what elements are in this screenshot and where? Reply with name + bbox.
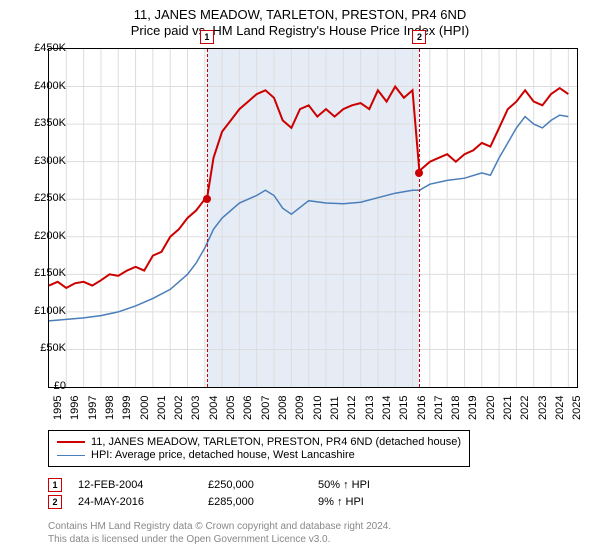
y-tick-label: £50K xyxy=(40,342,66,354)
title-line-2: Price paid vs. HM Land Registry's House … xyxy=(0,23,600,38)
x-tick-label: 2011 xyxy=(329,396,341,420)
event-delta: 50% ↑ HPI xyxy=(318,479,370,491)
y-tick-label: £100K xyxy=(34,305,66,317)
x-tick-label: 2010 xyxy=(312,396,324,420)
x-tick-label: 1995 xyxy=(52,396,64,420)
title-line-1: 11, JANES MEADOW, TARLETON, PRESTON, PR4… xyxy=(0,7,600,22)
title-block: 11, JANES MEADOW, TARLETON, PRESTON, PR4… xyxy=(0,0,600,38)
legend-box: 11, JANES MEADOW, TARLETON, PRESTON, PR4… xyxy=(48,430,470,467)
legend-swatch xyxy=(57,455,85,456)
marker-dot-1 xyxy=(203,195,211,203)
x-tick-label: 2022 xyxy=(519,396,531,420)
x-tick-label: 2013 xyxy=(364,396,376,420)
chart-area xyxy=(48,48,578,388)
marker-line-2 xyxy=(419,49,420,387)
x-tick-label: 2014 xyxy=(381,396,393,420)
x-tick-label: 2000 xyxy=(139,396,151,420)
x-tick-label: 2006 xyxy=(242,396,254,420)
x-tick-label: 2002 xyxy=(173,396,185,420)
x-tick-label: 2012 xyxy=(346,396,358,420)
x-tick-label: 2003 xyxy=(190,396,202,420)
events-table: 1 12-FEB-2004£250,00050% ↑ HPI 2 24-MAY-201… xyxy=(48,475,370,512)
event-row: 2 24-MAY-2016£285,0009% ↑ HPI xyxy=(48,495,370,509)
x-tick-label: 2004 xyxy=(208,396,220,420)
x-tick-label: 1999 xyxy=(121,396,133,420)
x-tick-label: 2007 xyxy=(260,396,272,420)
x-tick-label: 2008 xyxy=(277,396,289,420)
x-tick-label: 2016 xyxy=(416,396,428,420)
series-svg xyxy=(49,49,577,387)
marker-box-2: 2 xyxy=(412,30,426,44)
legend-row: HPI: Average price, detached house, West… xyxy=(57,449,461,461)
footer-line-1: Contains HM Land Registry data © Crown c… xyxy=(48,520,391,533)
footer: Contains HM Land Registry data © Crown c… xyxy=(48,520,391,546)
chart-container: { "title": { "line1": "11, JANES MEADOW,… xyxy=(0,0,600,560)
y-tick-label: £400K xyxy=(34,80,66,92)
x-tick-label: 2025 xyxy=(571,396,583,420)
y-tick-label: £300K xyxy=(34,155,66,167)
x-tick-label: 2005 xyxy=(225,396,237,420)
legend-swatch xyxy=(57,441,85,443)
x-tick-label: 1998 xyxy=(104,396,116,420)
y-tick-label: £350K xyxy=(34,117,66,129)
event-marker: 1 xyxy=(48,478,62,492)
y-tick-label: £250K xyxy=(34,192,66,204)
event-delta: 9% ↑ HPI xyxy=(318,496,364,508)
x-tick-label: 2024 xyxy=(554,396,566,420)
marker-box-1: 1 xyxy=(200,30,214,44)
x-tick-label: 2018 xyxy=(450,396,462,420)
event-price: £285,000 xyxy=(208,496,318,508)
legend-row: 11, JANES MEADOW, TARLETON, PRESTON, PR4… xyxy=(57,436,461,448)
marker-line-1 xyxy=(207,49,208,387)
event-price: £250,000 xyxy=(208,479,318,491)
event-date: 24-MAY-2016 xyxy=(78,496,208,508)
y-tick-label: £150K xyxy=(34,267,66,279)
x-tick-label: 1997 xyxy=(87,396,99,420)
series-property xyxy=(49,87,568,288)
x-tick-label: 2009 xyxy=(294,396,306,420)
x-tick-label: 2023 xyxy=(537,396,549,420)
x-tick-label: 2020 xyxy=(485,396,497,420)
x-tick-label: 1996 xyxy=(69,396,81,420)
marker-dot-2 xyxy=(415,169,423,177)
event-date: 12-FEB-2004 xyxy=(78,479,208,491)
x-tick-label: 2017 xyxy=(433,396,445,420)
y-tick-label: £200K xyxy=(34,230,66,242)
y-tick-label: £0 xyxy=(54,380,66,392)
legend-label: HPI: Average price, detached house, West… xyxy=(91,449,355,461)
x-tick-label: 2019 xyxy=(467,396,479,420)
event-row: 1 12-FEB-2004£250,00050% ↑ HPI xyxy=(48,478,370,492)
footer-line-2: This data is licensed under the Open Gov… xyxy=(48,533,391,546)
x-tick-label: 2021 xyxy=(502,396,514,420)
x-tick-label: 2015 xyxy=(398,396,410,420)
legend-label: 11, JANES MEADOW, TARLETON, PRESTON, PR4… xyxy=(91,436,461,448)
x-tick-label: 2001 xyxy=(156,396,168,420)
event-marker: 2 xyxy=(48,495,62,509)
y-tick-label: £450K xyxy=(34,42,66,54)
